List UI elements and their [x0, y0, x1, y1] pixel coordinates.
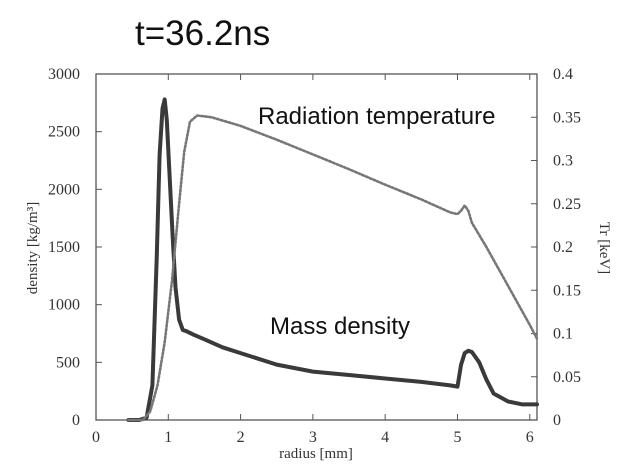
ticks-layer: 0 1 2 3 4 5 6 0 500 1000 1500 2000 2500 3000 0 0.05 0.1 0… [48, 66, 581, 446]
y-right-tick-label: 0.25 [553, 196, 581, 213]
y-left-tick-label: 0 [72, 412, 80, 429]
y-left-axis-label: density [kg/m³] [25, 202, 41, 294]
x-axis-label: radius [mm] [279, 446, 353, 462]
y-left-tick-label: 1000 [48, 297, 80, 314]
annotation-mass-density: Mass density [270, 313, 410, 340]
y-right-tick-label: 0.15 [553, 282, 581, 299]
y-right-tick-label: 0.35 [553, 109, 581, 126]
y-left-tick-label: 3000 [48, 66, 80, 83]
annotation-radiation-temperature: Radiation temperature [258, 103, 495, 130]
y-right-axis-label: Tr [keV] [596, 222, 612, 274]
x-tick-label: 3 [309, 429, 317, 446]
y-right-tick-label: 0.3 [553, 153, 573, 170]
x-tick-label: 2 [237, 429, 245, 446]
y-right-tick-label: 0.4 [553, 66, 573, 83]
y-right-tick-label: 0 [553, 412, 561, 429]
chart-title: t=36.2ns [135, 14, 270, 53]
y-left-tick-label: 500 [56, 354, 80, 371]
series-layer [126, 97, 539, 422]
y-right-tick-label: 0.1 [553, 326, 573, 343]
y-left-tick-label: 1500 [48, 239, 80, 256]
y-left-tick-label: 2500 [48, 124, 80, 141]
y-left-tick-label: 2000 [48, 181, 80, 198]
y-right-tick-label: 0.2 [553, 239, 573, 256]
radiation-temperature-line [127, 114, 539, 422]
x-tick-label: 4 [381, 429, 389, 446]
x-tick-label: 6 [526, 429, 534, 446]
x-tick-label: 0 [92, 429, 100, 446]
mass-density-line [126, 97, 539, 422]
x-tick-label: 1 [164, 429, 172, 446]
y-right-tick-label: 0.05 [553, 369, 581, 386]
x-tick-label: 5 [453, 429, 461, 446]
